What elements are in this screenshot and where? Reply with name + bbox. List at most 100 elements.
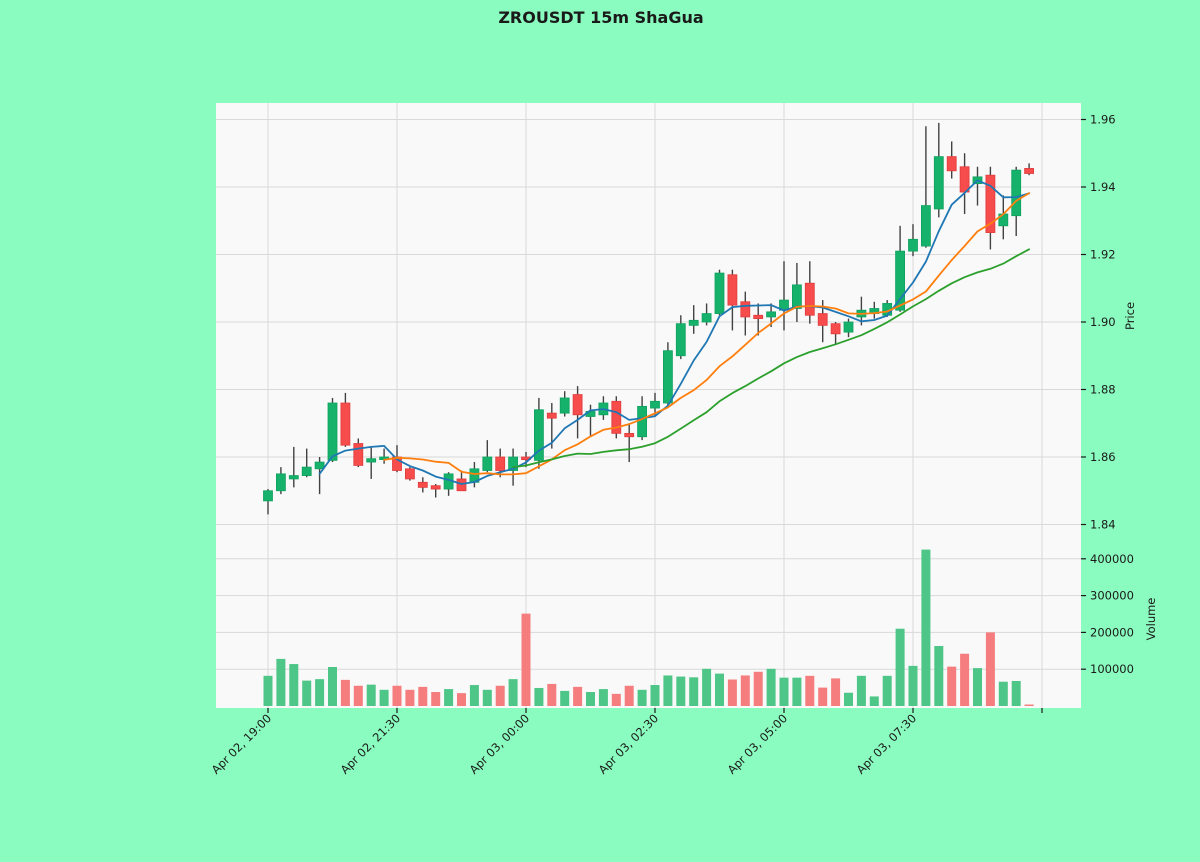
volume-bar xyxy=(353,685,363,706)
volume-bar xyxy=(1024,704,1034,706)
volume-bar xyxy=(263,675,273,706)
candle-body-up xyxy=(675,323,686,357)
volume-bar xyxy=(637,689,647,706)
volume-bar xyxy=(573,686,583,706)
volume-bar xyxy=(392,685,402,706)
moving-average-lines xyxy=(318,179,1030,485)
candle-body-up xyxy=(1011,169,1022,217)
volume-bar xyxy=(418,686,428,706)
volume-bar xyxy=(624,685,634,706)
volume-bar xyxy=(431,692,441,706)
volume-bar xyxy=(934,646,944,706)
candle-body-down xyxy=(417,481,428,488)
candle-body-up xyxy=(508,456,519,471)
volume-bar xyxy=(985,632,995,706)
volume-bar xyxy=(973,668,982,706)
volume-bar xyxy=(366,684,376,706)
axis-ticks xyxy=(267,118,1086,713)
candle-body-up xyxy=(714,272,725,314)
candle-body-down xyxy=(817,313,828,326)
candle-body-up xyxy=(908,238,918,252)
volume-bar xyxy=(792,677,802,706)
volume-bar xyxy=(676,676,686,706)
candle-body-up xyxy=(366,458,377,463)
candle-body-down xyxy=(753,314,764,320)
candle-body-down xyxy=(946,156,957,172)
volume-bar xyxy=(766,668,776,706)
price-tick-label: 1.86 xyxy=(1090,450,1116,464)
candle-body-down xyxy=(1024,168,1034,174)
volume-bar xyxy=(315,679,325,706)
volume-bar xyxy=(805,675,815,706)
candle-body-down xyxy=(611,400,622,434)
candle-body-down xyxy=(353,443,364,466)
volume-bar xyxy=(302,680,312,706)
gridlines xyxy=(216,103,1081,708)
volume-bar xyxy=(715,673,724,706)
candle-body-down xyxy=(340,402,351,446)
volume-bar xyxy=(960,653,970,706)
price-tick-label: 1.94 xyxy=(1090,180,1116,194)
volume-bar xyxy=(895,628,905,706)
volume-bar xyxy=(779,677,789,706)
candle-body-up xyxy=(792,284,802,309)
volume-bar xyxy=(534,687,544,706)
volume-bar xyxy=(856,675,866,706)
candle-body-up xyxy=(701,313,712,323)
volume-bar xyxy=(289,664,299,706)
candle-body-down xyxy=(985,174,996,233)
candle-body-up xyxy=(301,466,312,476)
candle-body-up xyxy=(933,156,944,210)
volume-bar xyxy=(869,696,879,706)
chart-title: ZROUSDT 15m ShaGua xyxy=(498,8,703,27)
volume-tick-label: 200000 xyxy=(1090,625,1134,639)
volume-bar xyxy=(547,683,557,706)
ma10-line xyxy=(383,192,1030,476)
candle-body-down xyxy=(404,468,415,480)
volume-bar xyxy=(560,690,570,706)
volume-axis-label: Volume xyxy=(1144,598,1158,641)
candle-body-down xyxy=(624,432,635,438)
candle-body-up xyxy=(263,490,273,502)
volume-bar xyxy=(727,679,737,706)
volume-bar xyxy=(340,679,350,706)
volume-bar xyxy=(482,689,492,706)
volume-bar xyxy=(998,681,1008,706)
volume-tick-label: 100000 xyxy=(1090,662,1134,676)
volume-bar xyxy=(818,687,828,706)
price-tick-label: 1.88 xyxy=(1090,383,1116,397)
candle-body-up xyxy=(921,205,931,247)
candle-body-down xyxy=(959,166,970,193)
volume-bar xyxy=(663,675,673,706)
candle-body-down xyxy=(495,456,506,471)
volume-bar xyxy=(882,675,892,706)
volume-bar xyxy=(508,679,518,706)
candle-body-up xyxy=(327,402,338,461)
candle-body-up xyxy=(534,409,544,461)
price-tick-label: 1.96 xyxy=(1090,113,1116,127)
candle-body-up xyxy=(663,350,673,404)
volume-bar xyxy=(328,666,337,706)
candle-body-up xyxy=(766,311,776,318)
volume-bars xyxy=(263,549,1034,706)
volume-bar xyxy=(469,685,479,706)
volume-bar xyxy=(521,613,531,706)
ma20-line xyxy=(512,248,1030,469)
candle-body-up xyxy=(650,400,660,409)
candle-body-up xyxy=(559,397,570,414)
candle-body-up xyxy=(843,321,854,333)
candle-body-down xyxy=(830,323,841,335)
volume-bar xyxy=(457,693,466,706)
volume-bar xyxy=(611,693,621,706)
candle-body-up xyxy=(637,405,647,438)
volume-bar xyxy=(586,692,595,706)
volume-tick-label: 400000 xyxy=(1090,552,1134,566)
volume-bar xyxy=(753,671,763,706)
candle-body-up xyxy=(314,461,325,470)
candle-body-up xyxy=(482,456,493,471)
volume-bar xyxy=(276,658,286,706)
volume-bar xyxy=(702,668,712,706)
price-tick-label: 1.90 xyxy=(1090,315,1116,329)
price-tick-label: 1.92 xyxy=(1090,248,1116,262)
volume-tick-label: 300000 xyxy=(1090,589,1134,603)
